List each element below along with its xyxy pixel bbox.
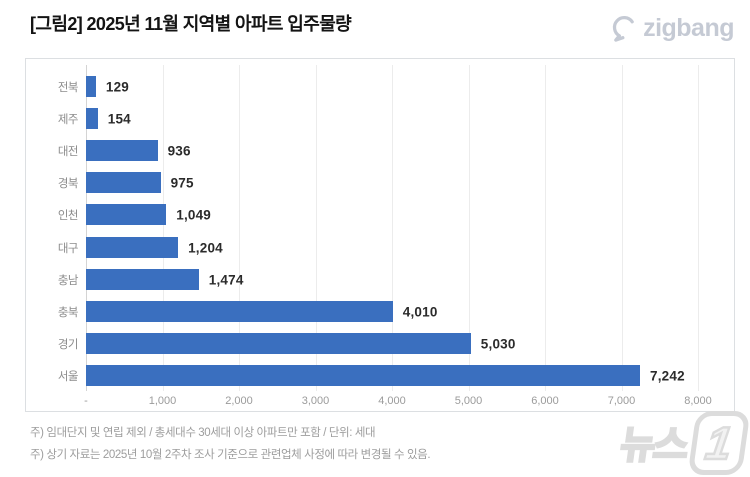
zigbang-logo-text: zigbang	[643, 13, 734, 42]
bar-row: 대구 1,204	[26, 232, 734, 264]
x-tick-label: -	[84, 395, 88, 407]
bar	[86, 204, 167, 226]
bar	[86, 300, 393, 322]
value-label: 154	[107, 111, 131, 127]
gridline	[698, 65, 699, 391]
bar-row: 경북 975	[26, 167, 734, 199]
gridline	[239, 65, 240, 391]
category-label: 전북	[57, 82, 79, 94]
x-tick-label: 4,000	[378, 395, 406, 407]
footnote-line-1: 주) 임대단지 및 연립 제외 / 총세대수 30세대 이상 아파트만 포함 /…	[30, 427, 376, 439]
chart-plot: - 1,000 2,000 3,000 4,000 5,000 6,000 7,000 8,00…	[26, 59, 734, 411]
category-label: 대구	[57, 242, 79, 255]
bar-row: 전북 129	[26, 71, 734, 103]
category-label: 충북	[57, 306, 79, 319]
category-label: 제주	[57, 114, 79, 127]
value-label: 1,474	[208, 272, 244, 288]
value-label: 129	[105, 79, 129, 95]
x-tick-label: 8,000	[684, 395, 712, 407]
gridline	[468, 65, 470, 391]
x-tick-label: 6,000	[531, 395, 559, 407]
chart-container: - 1,000 2,000 3,000 4,000 5,000 6,000 7,000 8,00…	[25, 58, 735, 412]
category-label: 서울	[57, 370, 79, 383]
zigbang-logo: zigbang	[610, 14, 734, 42]
value-label: 975	[170, 175, 194, 191]
x-tick-label: 7,000	[607, 395, 636, 407]
value-label: 1,049	[176, 207, 212, 223]
value-label: 5,030	[480, 336, 516, 352]
x-tick-label: 1,000	[148, 395, 177, 407]
bar	[86, 332, 471, 354]
x-tick-label: 5,000	[454, 395, 483, 407]
x-tick-label: 3,000	[301, 395, 330, 407]
category-label: 경북	[57, 178, 79, 191]
axis-line	[86, 65, 87, 391]
news1-watermark-badge: 1	[687, 411, 750, 475]
bar	[86, 364, 640, 386]
bar	[86, 108, 98, 130]
news1-watermark: 뉴스 1	[616, 411, 750, 475]
bar	[86, 140, 158, 162]
gridline	[315, 65, 317, 391]
category-label: 인천	[57, 210, 79, 223]
zigbang-bubble-icon	[610, 14, 638, 42]
bar	[86, 268, 199, 290]
bar-row: 서울 7,242	[26, 360, 734, 392]
x-tick-label: 2,000	[225, 395, 253, 407]
value-label: 936	[167, 143, 191, 159]
gridline	[162, 65, 164, 391]
value-label: 1,204	[188, 240, 223, 255]
bar-row: 충남 1,474	[26, 264, 734, 296]
page-title: [그림2] 2025년 11월 지역별 아파트 입주물량	[30, 14, 352, 34]
bar-row: 대전 936	[26, 135, 734, 167]
category-label: 충남	[57, 274, 79, 287]
category-label: 대전	[57, 146, 79, 159]
bar-row: 제주 154	[26, 103, 734, 135]
bar-row: 충북 4,010	[26, 296, 734, 328]
value-label: 7,242	[650, 368, 685, 384]
category-label: 경기	[57, 338, 79, 351]
bar-row: 경기 5,030	[26, 328, 734, 360]
value-label: 4,010	[402, 304, 438, 320]
bar	[86, 172, 161, 194]
bar	[86, 76, 96, 97]
gridline	[545, 65, 546, 391]
news1-watermark-text: 뉴스	[616, 424, 690, 469]
gridline	[392, 65, 393, 391]
gridline	[621, 65, 623, 391]
bar-row: 인천 1,049	[26, 199, 734, 231]
footnote-line-2: 주) 상기 자료는 2025년 10월 2주차 조사 기준으로 관련업체 사정에…	[30, 449, 431, 461]
bar	[86, 236, 179, 258]
